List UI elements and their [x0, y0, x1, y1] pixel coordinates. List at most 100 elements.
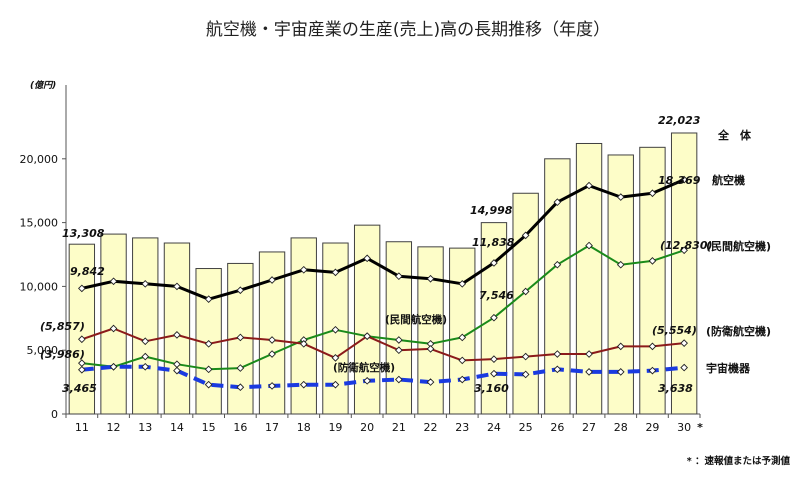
- defense-aircraft-marker: [236, 333, 245, 342]
- x-tick-label: 24: [487, 421, 501, 434]
- space-equipment-marker: [395, 375, 403, 384]
- space-equipment-marker: [363, 376, 371, 385]
- aircraft-marker: [616, 193, 625, 201]
- defense-aircraft-marker: [109, 324, 118, 333]
- aircraft-marker: [78, 284, 86, 293]
- x-tick-label: 27: [582, 421, 596, 434]
- x-tick-label: 14: [170, 421, 184, 434]
- data-label: 22,023: [658, 114, 701, 127]
- defense-aircraft-marker: [141, 337, 150, 346]
- space-equipment-marker: [648, 366, 657, 375]
- defense-aircraft-marker: [553, 350, 562, 358]
- x-tick-label: 18: [297, 421, 311, 434]
- series-annotation: (民間航空機): [385, 313, 447, 326]
- civil-aircraft-marker: [680, 246, 688, 255]
- space-equipment-marker: [521, 370, 530, 379]
- x-tick-label: 29: [645, 421, 659, 434]
- defense-aircraft-marker: [299, 339, 308, 348]
- aircraft-marker: [204, 295, 213, 303]
- series-label: (防衛航空機): [706, 324, 771, 338]
- defense-aircraft-marker: [490, 355, 498, 363]
- data-label: 3,638: [658, 382, 693, 395]
- aircraft-marker: [553, 198, 562, 207]
- space-equipment-marker: [109, 362, 118, 371]
- aircraft-marker: [363, 254, 371, 263]
- space-equipment-marker: [204, 380, 213, 389]
- defense-aircraft-marker: [585, 350, 593, 358]
- aircraft-marker: [521, 231, 530, 240]
- footnote: * ：速報値または予測値: [687, 455, 791, 467]
- space-equipment-marker: [680, 363, 688, 372]
- x-tick-label: 21: [392, 421, 406, 434]
- total-bar: [385, 241, 413, 415]
- x-tick-label: 25: [519, 421, 533, 434]
- x-tick-label: 13: [138, 421, 152, 434]
- aircraft-marker: [395, 272, 403, 281]
- aircraft-marker: [458, 280, 467, 288]
- data-label: 14,998: [470, 204, 513, 217]
- defense-aircraft-marker: [648, 342, 657, 351]
- defense-aircraft-marker: [173, 331, 181, 339]
- civil-aircraft-marker: [521, 287, 530, 296]
- space-equipment-marker: [426, 378, 435, 386]
- series-label: 航空機: [712, 173, 745, 187]
- civil-aircraft-marker: [585, 241, 593, 250]
- aircraft-line: [81, 178, 685, 301]
- space-equipment-line: [81, 364, 685, 390]
- x-tick-label: 23: [455, 421, 469, 434]
- defense-aircraft-marker: [680, 339, 688, 347]
- x-tick-label: 11: [75, 421, 89, 434]
- space-equipment-marker: [331, 380, 340, 389]
- space-equipment-marker: [490, 369, 498, 378]
- aircraft-marker: [236, 286, 245, 295]
- civil-aircraft-marker: [553, 260, 562, 269]
- aircraft-marker: [648, 189, 657, 198]
- x-tick-label: 22: [424, 421, 438, 434]
- defense-aircraft-marker: [363, 332, 371, 341]
- aircraft-marker: [299, 265, 308, 274]
- space-equipment-marker: [299, 380, 308, 389]
- aircraft-marker: [141, 280, 150, 288]
- forecast-mark: *: [697, 421, 703, 434]
- series-annotation: (防衛航空機): [333, 361, 395, 374]
- total-bar: [100, 233, 127, 415]
- data-label: (3,986): [40, 348, 85, 361]
- civil-aircraft-marker: [204, 365, 213, 374]
- defense-aircraft-marker: [426, 345, 435, 353]
- space-equipment-marker: [616, 368, 625, 376]
- space-equipment-marker: [141, 362, 150, 371]
- space-equipment-marker: [78, 365, 86, 374]
- x-tick-label: 30: [677, 421, 691, 434]
- civil-aircraft-marker: [490, 313, 498, 322]
- aircraft-marker: [268, 276, 276, 284]
- y-tick-label: 20,000: [20, 153, 59, 166]
- x-tick-label: 19: [328, 421, 342, 434]
- aircraft-marker: [490, 259, 498, 267]
- aircraft-marker: [680, 175, 688, 184]
- defense-aircraft-marker: [268, 336, 276, 344]
- total-bar: [417, 246, 444, 415]
- civil-aircraft-marker: [268, 350, 276, 358]
- space-equipment-marker: [236, 383, 245, 392]
- aircraft-marker: [585, 181, 593, 190]
- x-tick-label: 17: [265, 421, 279, 434]
- total-bar: [163, 242, 191, 415]
- space-equipment-marker: [268, 382, 276, 390]
- civil-aircraft-marker: [141, 352, 150, 361]
- space-equipment-marker: [458, 375, 467, 384]
- aircraft-marker: [109, 277, 118, 286]
- space-equipment-marker: [585, 368, 593, 376]
- x-tick-label: 26: [550, 421, 564, 434]
- aircraft-marker: [331, 268, 340, 277]
- total-bar: [68, 243, 96, 415]
- defense-aircraft-marker: [395, 346, 403, 355]
- civil-aircraft-marker: [331, 325, 340, 334]
- defense-aircraft-marker: [616, 342, 625, 351]
- aircraft-marker: [173, 282, 181, 291]
- defense-aircraft-marker: [204, 339, 213, 348]
- civil-aircraft-marker: [395, 336, 403, 344]
- series-label: 全 体: [717, 128, 752, 142]
- data-label: 3,465: [62, 382, 97, 395]
- data-label: 3,160: [474, 382, 509, 395]
- x-tick-label: 20: [360, 421, 374, 434]
